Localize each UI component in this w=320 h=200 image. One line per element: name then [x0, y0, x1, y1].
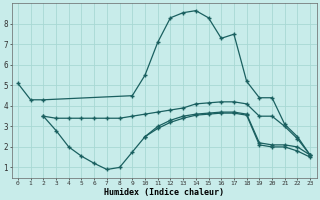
- X-axis label: Humidex (Indice chaleur): Humidex (Indice chaleur): [104, 188, 224, 197]
